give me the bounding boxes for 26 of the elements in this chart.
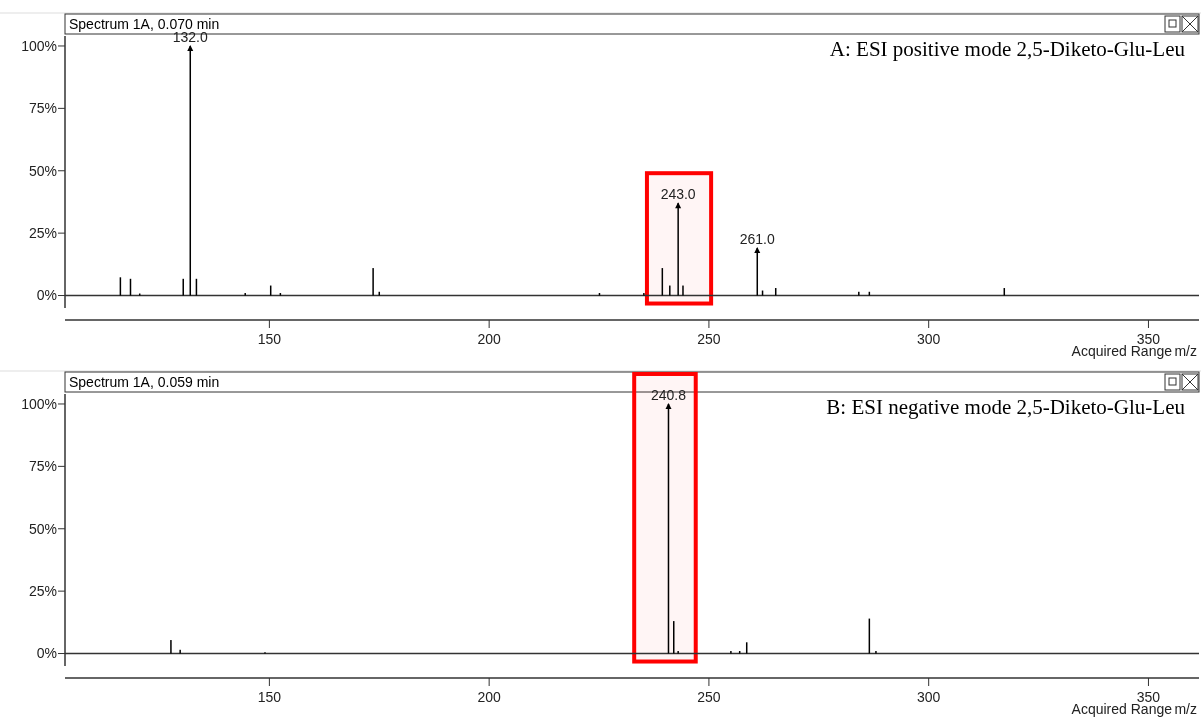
y-tick-label: 75% xyxy=(28,100,57,117)
y-tick-label: 25% xyxy=(28,583,57,600)
chart-title: Spectrum 1A, 0.059 min xyxy=(69,374,220,390)
annotation: 243.0 xyxy=(660,186,696,203)
x-tick-label: 200 xyxy=(477,331,502,347)
x-tick-label: 200 xyxy=(477,689,502,705)
chart-subtitle: A: ESI positive mode 2,5-Diketo-Glu-Leu xyxy=(829,37,1186,61)
annotation: 261.0 xyxy=(739,231,775,248)
y-tick-label: 0% xyxy=(36,287,57,304)
y-tick-label: 0% xyxy=(36,645,57,662)
x-tick-label: 150 xyxy=(257,331,282,347)
x-tick-label: 300 xyxy=(917,331,941,347)
annotation: 240.8 xyxy=(650,386,687,403)
x-tick-label: 250 xyxy=(697,689,721,705)
y-tick-label: 75% xyxy=(28,458,57,475)
chart-subtitle: B: ESI negative mode 2,5-Diketo-Glu-Leu xyxy=(826,395,1186,419)
y-tick-label: 100% xyxy=(21,37,57,54)
x-axis-title: m/z xyxy=(1174,701,1197,717)
x-tick-label: 150 xyxy=(257,689,282,705)
x-tick-label: 300 xyxy=(917,689,941,705)
y-tick-label: 100% xyxy=(21,395,57,412)
y-tick-label: 50% xyxy=(28,520,57,537)
y-tick-label: 50% xyxy=(28,162,57,179)
x-axis-title: m/z xyxy=(1174,343,1197,359)
x-tick-label: 250 xyxy=(697,331,721,347)
y-tick-label: 25% xyxy=(28,225,57,242)
